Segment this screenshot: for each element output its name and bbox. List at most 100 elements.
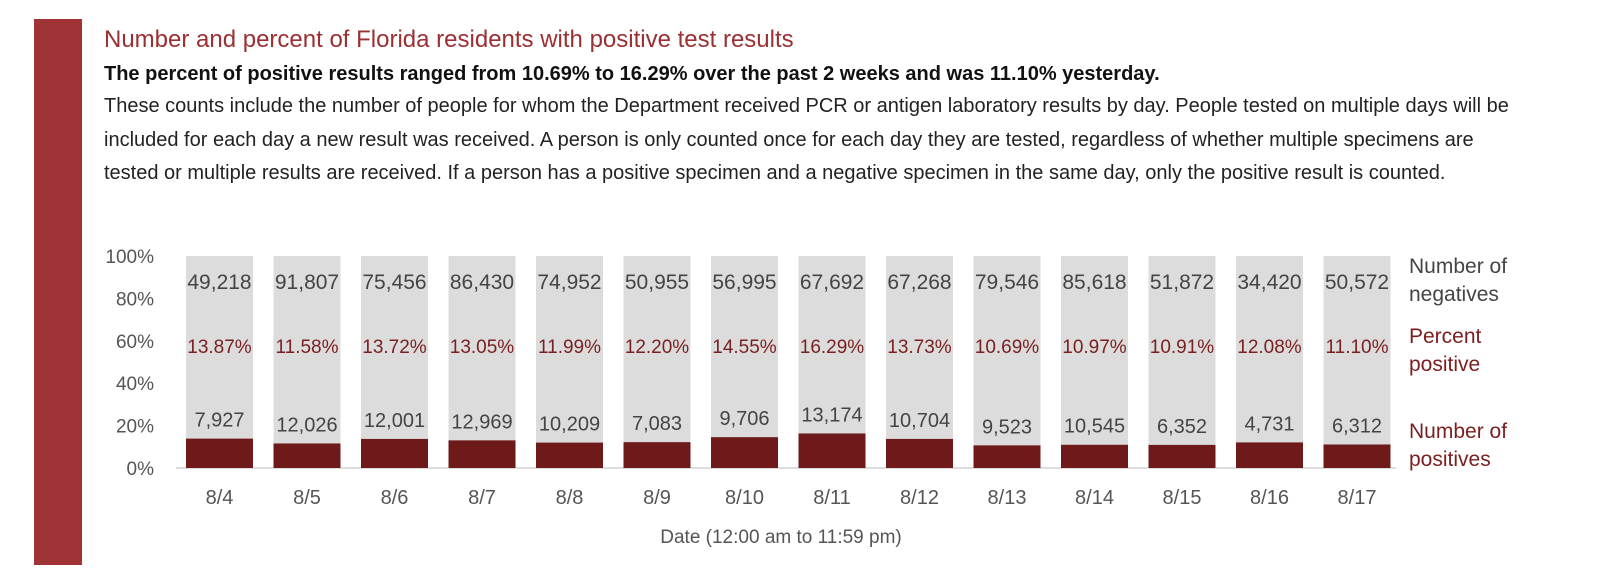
positive-count-label: 7,083 bbox=[632, 413, 682, 435]
positive-bar bbox=[536, 442, 603, 468]
x-tick-label: 8/4 bbox=[206, 487, 234, 509]
percent-positive-label: 11.99% bbox=[538, 337, 601, 358]
x-tick-label: 8/13 bbox=[988, 487, 1027, 509]
percent-positive-label: 13.05% bbox=[450, 337, 515, 358]
percent-positive-label: 13.73% bbox=[887, 337, 952, 358]
positive-bar bbox=[1148, 444, 1216, 468]
negative-bar bbox=[711, 256, 778, 438]
legend-percent-line2: positive bbox=[1409, 353, 1480, 376]
positive-count-label: 4,731 bbox=[1244, 413, 1294, 435]
legend-positives-line1: Number of bbox=[1409, 420, 1507, 443]
negative-count-label: 51,872 bbox=[1150, 271, 1214, 294]
positive-bar bbox=[1323, 444, 1391, 468]
percent-positive-label: 13.87% bbox=[187, 337, 252, 358]
positive-bar bbox=[886, 438, 953, 468]
positive-count-label: 10,209 bbox=[539, 414, 600, 436]
positive-count-label: 12,001 bbox=[364, 410, 425, 432]
x-tick-label: 8/17 bbox=[1338, 487, 1377, 509]
positive-count-label: 10,704 bbox=[889, 410, 950, 432]
negative-count-label: 67,268 bbox=[887, 271, 951, 294]
percent-positive-label: 11.10% bbox=[1325, 337, 1388, 358]
accent-bar bbox=[34, 19, 82, 565]
negative-bar bbox=[186, 256, 253, 439]
negative-bar bbox=[1148, 256, 1216, 445]
legend-percent-line1: Percent bbox=[1409, 325, 1482, 348]
negative-count-label: 86,430 bbox=[450, 271, 514, 294]
percent-positive-label: 11.58% bbox=[275, 337, 338, 358]
percent-positive-label: 10.97% bbox=[1062, 337, 1127, 358]
negative-bar bbox=[886, 256, 953, 439]
legend-negatives-line2: negatives bbox=[1409, 283, 1499, 306]
y-tick-label: 40% bbox=[116, 374, 154, 395]
positive-bar bbox=[361, 438, 428, 468]
positive-bar bbox=[623, 442, 691, 468]
x-tick-label: 8/9 bbox=[643, 487, 671, 509]
negative-bar bbox=[361, 256, 428, 439]
negative-bar bbox=[973, 256, 1041, 446]
negative-bar bbox=[448, 256, 516, 441]
x-tick-label: 8/12 bbox=[900, 487, 939, 509]
x-tick-label: 8/15 bbox=[1163, 487, 1202, 509]
negative-count-label: 91,807 bbox=[275, 271, 339, 294]
x-tick-label: 8/5 bbox=[293, 487, 321, 509]
x-tick-label: 8/8 bbox=[556, 487, 584, 509]
negative-bar bbox=[1061, 256, 1128, 445]
y-tick-label: 100% bbox=[105, 247, 154, 268]
positive-bar bbox=[186, 438, 253, 468]
negative-count-label: 79,546 bbox=[975, 271, 1039, 294]
positive-count-label: 7,927 bbox=[194, 410, 244, 432]
percent-positive-label: 10.91% bbox=[1150, 337, 1215, 358]
x-tick-label: 8/14 bbox=[1075, 487, 1114, 509]
negative-count-label: 74,952 bbox=[537, 271, 601, 294]
chart-subtitle: The percent of positive results ranged f… bbox=[104, 63, 1160, 85]
percent-positive-label: 10.69% bbox=[975, 337, 1040, 358]
positive-bar bbox=[448, 440, 516, 468]
percent-positive-label: 14.55% bbox=[712, 337, 777, 358]
positive-bar bbox=[273, 443, 341, 468]
negative-bar bbox=[623, 256, 691, 443]
negative-bar bbox=[536, 256, 603, 443]
positive-count-label: 9,523 bbox=[982, 416, 1032, 438]
negative-count-label: 67,692 bbox=[800, 271, 864, 294]
negative-count-label: 34,420 bbox=[1237, 271, 1301, 294]
legend-negatives-line1: Number of bbox=[1409, 255, 1507, 278]
positive-bar bbox=[798, 433, 866, 468]
positive-bar bbox=[1061, 444, 1128, 468]
negative-bar bbox=[1236, 256, 1303, 443]
positive-count-label: 12,969 bbox=[451, 411, 512, 433]
x-tick-label: 8/7 bbox=[468, 487, 496, 509]
positive-bar bbox=[1236, 442, 1303, 468]
chart-title: Number and percent of Florida residents … bbox=[104, 26, 794, 53]
y-tick-label: 60% bbox=[116, 332, 154, 353]
percent-positive-label: 13.72% bbox=[362, 337, 427, 358]
percent-positive-label: 12.08% bbox=[1237, 337, 1302, 358]
negative-count-label: 85,618 bbox=[1062, 271, 1126, 294]
negative-bar bbox=[273, 256, 341, 444]
positive-count-label: 6,352 bbox=[1157, 416, 1207, 438]
x-tick-label: 8/16 bbox=[1250, 487, 1289, 509]
x-tick-label: 8/10 bbox=[725, 487, 764, 509]
y-tick-label: 0% bbox=[127, 459, 155, 480]
chart-description: These counts include the number of peopl… bbox=[104, 95, 1509, 184]
legend-positives-line2: positives bbox=[1409, 448, 1491, 471]
positive-count-label: 10,545 bbox=[1064, 416, 1125, 438]
positive-bar bbox=[973, 445, 1041, 468]
x-axis-title: Date (12:00 am to 11:59 pm) bbox=[660, 527, 902, 548]
y-tick-label: 80% bbox=[116, 289, 154, 310]
positive-count-label: 13,174 bbox=[801, 404, 862, 426]
positive-count-label: 6,312 bbox=[1332, 415, 1382, 437]
negative-count-label: 50,572 bbox=[1325, 271, 1389, 294]
negative-count-label: 75,456 bbox=[362, 271, 426, 294]
x-tick-label: 8/6 bbox=[381, 487, 409, 509]
negative-count-label: 50,955 bbox=[625, 271, 689, 294]
negative-count-label: 56,995 bbox=[712, 271, 776, 294]
negative-count-label: 49,218 bbox=[187, 271, 251, 294]
positive-count-label: 9,706 bbox=[719, 408, 769, 430]
negative-bar bbox=[798, 256, 866, 434]
percent-positive-label: 12.20% bbox=[625, 337, 690, 358]
positive-count-label: 12,026 bbox=[276, 414, 337, 436]
positive-bar bbox=[711, 437, 778, 468]
y-tick-label: 20% bbox=[116, 417, 154, 438]
x-tick-label: 8/11 bbox=[813, 487, 850, 509]
